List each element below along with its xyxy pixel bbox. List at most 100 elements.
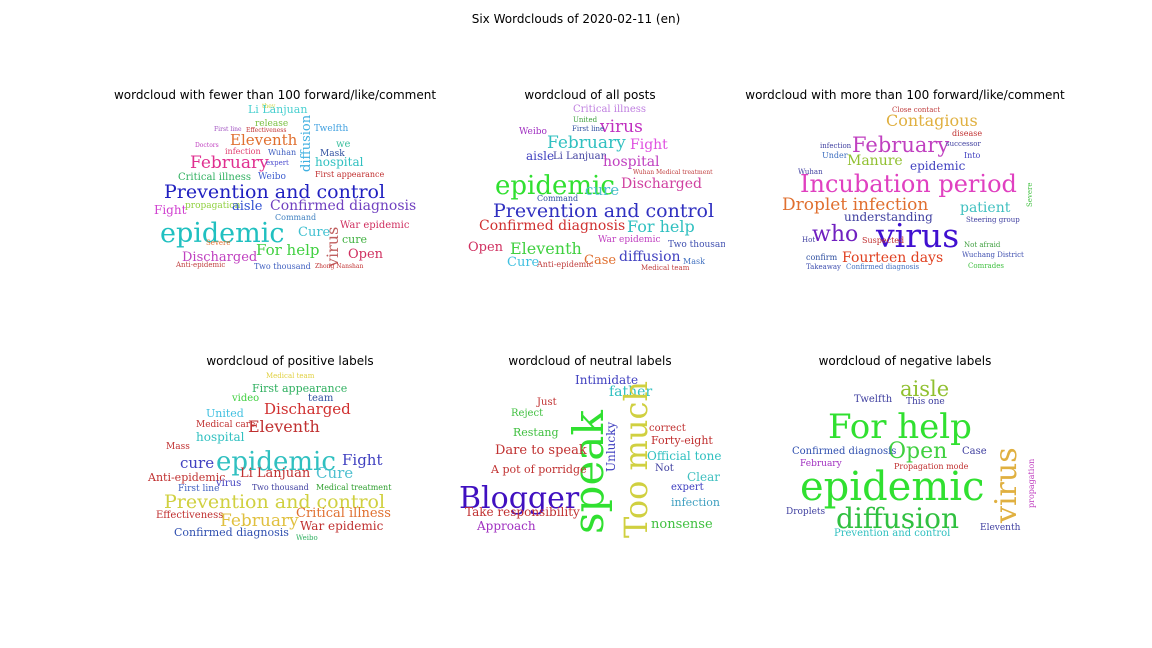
cloud-word: Just [536,397,557,408]
cloud-word: Weibo [258,172,286,182]
cloud-word: Hot [802,236,815,244]
cloud-word: Case [584,253,616,268]
cloud-word: Weibo [296,534,318,542]
cloud-word: Not [655,463,674,474]
cloud-word: Droplets [786,507,826,517]
cloud-word: United [573,116,598,124]
cloud-word: propagation [1027,459,1036,508]
cloud-word: February [852,133,949,157]
panel-fewer-than-100: wordcloud with fewer than 100 forward/li… [110,88,440,278]
cloud-word: Restang [513,426,559,439]
cloud-word: who [812,222,858,247]
cloud-word: epidemic [495,171,615,201]
cloud-word: expert [671,482,704,493]
cloud-word: Severe [1026,182,1034,207]
cloud-word: disease [952,129,982,138]
wordcloud-svg: they Li Lanjuan release First line Effec… [154,103,416,271]
cloud-word: Steering group [966,216,1020,224]
cloud-word: Medical treatment [316,483,392,492]
cloud-word: Li Lanjuan [240,466,311,481]
cloud-word: diffusion [299,114,314,172]
cloud-word: Two thousand [252,483,309,492]
cloud-word: infection [820,142,852,150]
cloud-word: Incubation period [800,170,1017,198]
cloud-word: Mass [166,442,190,452]
cloud-word: February [800,459,843,469]
cloud-word: Medical team [266,372,315,380]
cloud-word: Command [275,213,316,222]
wordcloud-words: aisle Twelfth This one For help Open Con… [786,377,1036,539]
cloud-word: team [308,393,334,404]
cloud-word: Severe [206,239,231,247]
panel-more-than-100: wordcloud with more than 100 forward/lik… [742,88,1068,278]
cloud-word: Prevention and control [834,528,950,539]
cloud-word: Case [962,446,987,457]
cloud-word: diffusion [836,502,959,535]
cloud-word: Weibo [519,127,547,137]
cloud-word: Confirmed diagnosis [174,526,289,539]
cloud-word: Droplet infection [782,195,928,215]
cloud-word: Effectiveness [156,510,223,521]
wordcloud: aisle Twelfth This one For help Open Con… [760,368,1050,544]
cloud-word: aisle [526,149,554,163]
cloud-word: Blogger [459,481,580,516]
cloud-word: Unlucky [604,422,618,472]
wordcloud-words: Medical team First appearance video team… [147,372,392,542]
cloud-word: February [547,133,626,153]
wordcloud-svg: Critical illness United virus Weibo Firs… [468,104,725,272]
cloud-word: This one [906,397,945,407]
cloud-word: A pot of porridge [490,463,587,476]
cloud-word: Twelfth [314,124,349,134]
wordcloud-words: Intimidate father Just Reject speak Too … [459,373,721,538]
wordcloud: Medical team First appearance video team… [140,368,440,544]
cloud-word: Two thousand [668,240,725,250]
cloud-word: Too much [617,381,655,538]
cloud-word: Reject [511,408,543,419]
cloud-word: aisle [232,199,263,214]
cloud-word: Anti-epidemic [175,261,225,269]
cloud-word: Forty-eight [651,434,713,447]
cloud-word: confirm [806,253,838,262]
cloud-word: hospital [196,430,245,444]
cloud-word: Under [822,151,848,160]
cloud-word: Discharged [264,400,351,418]
cloud-word: speak [564,410,613,534]
cloud-word: Wuchang District [962,251,1024,259]
cloud-word: Fight [342,451,383,469]
cloud-word: epidemic [910,159,966,173]
wordcloud-svg: Intimidate father Just Reject speak Too … [459,373,721,538]
cloud-word: Confirmed diagnosis [846,263,920,271]
cloud-word: successor [946,140,981,148]
cloud-word: virus [599,117,643,137]
cloud-word: Medical team [641,264,690,272]
cloud-word: cure [342,233,367,246]
cloud-word: epidemic [160,218,285,249]
cloud-word: understanding [844,210,933,224]
panel-title: wordcloud with fewer than 100 forward/li… [113,88,437,102]
cloud-word: Confirmed diagnosis [270,198,416,214]
cloud-word: Eleventh [248,417,320,436]
cloud-word: Discharged [621,176,702,192]
cloud-word: Contagious [886,111,978,130]
cloud-word: Critical illness [296,506,391,521]
cloud-word: nonsense [651,517,713,532]
cloud-word: hospital [315,155,364,169]
cloud-word: cure [180,454,214,472]
cloud-word: Prevention and control [493,200,714,222]
cloud-word: For help [627,217,695,236]
panel-all-posts: wordcloud of all posts Critical illness … [455,88,725,278]
cloud-word: For help [256,241,320,259]
cloud-word: Prevention and control [164,491,385,513]
cloud-word: Two thousand [254,262,311,271]
cloud-word: expert [266,159,289,167]
cloud-word: Wuhan [798,168,823,176]
cloud-word: February [220,511,299,531]
cloud-word: release [255,119,288,129]
cloud-word: Fourteen days [842,250,943,266]
wordcloud-svg: Medical team First appearance video team… [147,372,392,542]
cloud-word: War epidemic [300,519,384,533]
cloud-word: they [262,103,276,110]
cloud-word: Fight [630,137,668,153]
cloud-word: Not afraid [964,241,1001,249]
cloud-word: hospital [603,154,660,170]
